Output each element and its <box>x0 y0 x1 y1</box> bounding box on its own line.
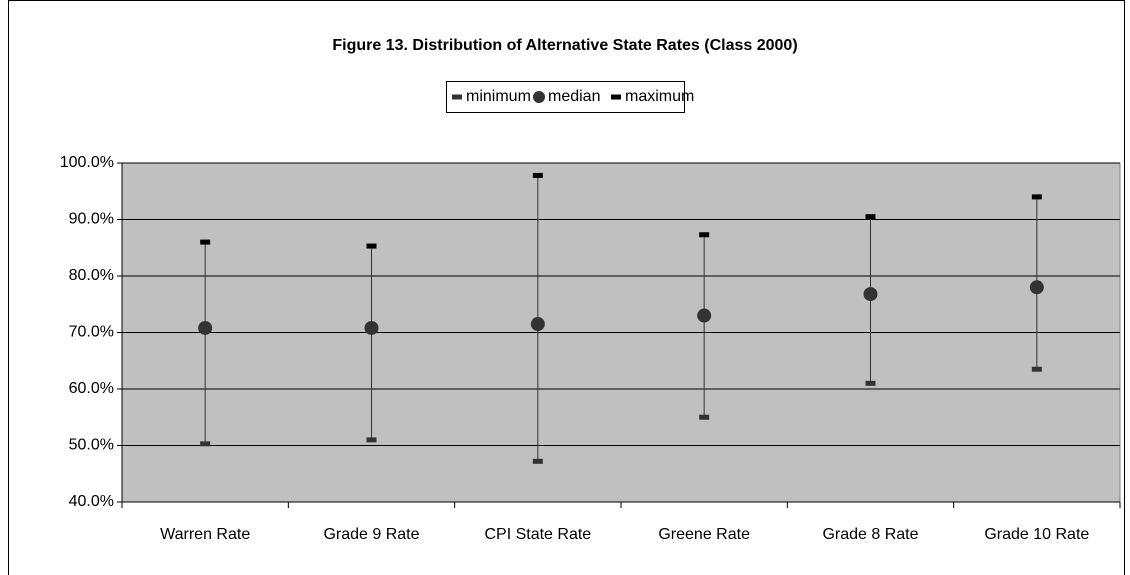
y-tick-label: 40.0% <box>69 493 114 510</box>
max-marker <box>699 232 710 238</box>
min-marker <box>532 458 543 464</box>
x-tick-label: Grade 9 Rate <box>323 526 419 543</box>
chart-title: Figure 13. Distribution of Alternative S… <box>332 37 797 54</box>
min-marker <box>1031 366 1042 372</box>
max-marker <box>200 239 211 245</box>
median-marker <box>863 287 878 302</box>
legend-label: maximum <box>625 88 694 105</box>
median-marker <box>1029 280 1044 295</box>
y-tick-label: 100.0% <box>60 154 114 171</box>
legend-label: median <box>548 88 600 105</box>
y-tick-label: 50.0% <box>69 437 114 454</box>
median-marker <box>697 308 712 323</box>
max-marker <box>366 243 377 249</box>
min-marker <box>366 437 377 443</box>
median-marker <box>530 317 545 332</box>
y-tick-label: 70.0% <box>69 324 114 341</box>
x-tick-label: Grade 10 Rate <box>984 526 1089 543</box>
legend-symbol <box>611 94 621 100</box>
x-tick-label: Warren Rate <box>160 526 250 543</box>
y-tick-label: 80.0% <box>69 267 114 284</box>
y-tick-label: 90.0% <box>69 211 114 228</box>
median-marker <box>364 320 379 335</box>
max-marker <box>532 172 543 178</box>
legend-symbol <box>533 91 545 103</box>
min-marker <box>865 380 876 386</box>
max-marker <box>865 214 876 220</box>
min-marker <box>200 441 211 447</box>
y-tick-label: 60.0% <box>69 380 114 397</box>
legend-label: minimum <box>466 88 531 105</box>
legend-box <box>446 81 685 113</box>
x-tick-label: CPI State Rate <box>484 526 591 543</box>
min-marker <box>699 414 710 420</box>
max-marker <box>1031 194 1042 200</box>
median-marker <box>198 320 213 335</box>
x-tick-label: Grade 8 Rate <box>822 526 918 543</box>
x-tick-label: Greene Rate <box>658 526 750 543</box>
legend-symbol <box>452 94 462 100</box>
